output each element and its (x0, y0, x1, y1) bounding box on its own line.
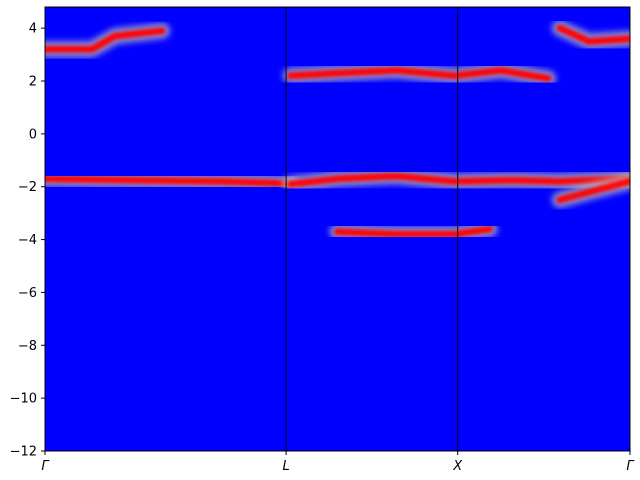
y-tick-label: −2 (18, 180, 37, 195)
intensity-bands (45, 20, 630, 243)
x-tick-label: Γ (626, 459, 635, 474)
kpath-lines (285, 7, 459, 451)
band-core (45, 27, 166, 53)
band-core (556, 24, 630, 45)
band-1 (551, 20, 630, 50)
band-5 (551, 173, 630, 208)
x-tick-label: Γ (41, 459, 50, 474)
band-core (287, 172, 630, 188)
x-tick-label: X (452, 459, 463, 474)
y-tick-label: −12 (10, 445, 37, 460)
band-3 (45, 170, 299, 193)
y-tick-label: −6 (18, 286, 37, 301)
y-tick-label: −4 (18, 233, 37, 248)
y-tick-label: 2 (29, 75, 37, 90)
band-core (556, 177, 630, 204)
band-core (45, 175, 295, 188)
y-axis: 4 2 0 −2 −4 −6 −8 −10 −12 (10, 22, 45, 460)
band-core (287, 66, 552, 82)
plot-frame (44, 6, 631, 452)
band-core (334, 225, 494, 238)
band-6 (329, 221, 498, 243)
y-tick-label: 4 (29, 22, 37, 37)
band-4 (282, 168, 630, 193)
y-tick-label: −10 (10, 392, 37, 407)
band-2 (282, 62, 557, 87)
band-0 (45, 22, 170, 58)
y-tick-label: −8 (18, 339, 37, 354)
y-tick-label: 0 (29, 127, 37, 142)
x-tick-label: L (282, 459, 289, 474)
